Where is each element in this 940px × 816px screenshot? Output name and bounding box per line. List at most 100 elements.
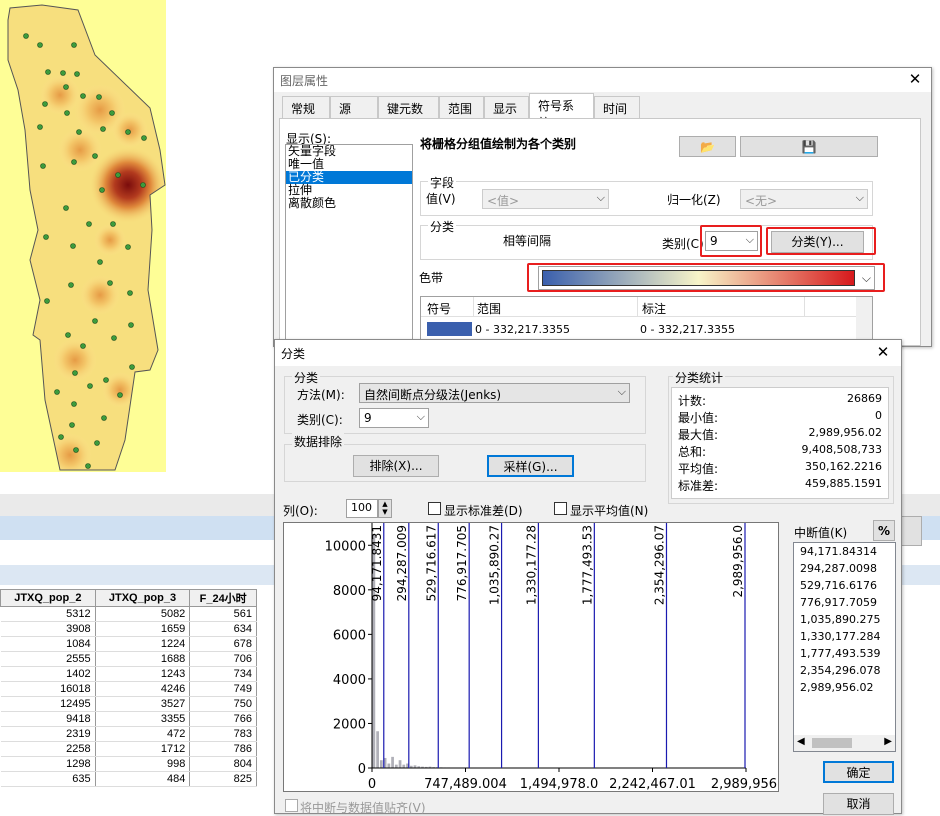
normalize-combo-text: <无> (745, 194, 777, 208)
break-value[interactable]: 1,330,177.284 (794, 628, 895, 645)
table-cell: 783 (190, 727, 257, 742)
renderer-heading: 将栅格分组值绘制为各个类别 (420, 135, 576, 152)
table-cell: 484 (95, 772, 190, 787)
table-cell: 1402 (1, 667, 96, 682)
col-label: 标注 (642, 300, 666, 317)
y-tick-label: 6000 (333, 628, 366, 643)
columns-spinner[interactable]: ▲▼ (378, 499, 392, 518)
close-icon[interactable]: ✕ (873, 343, 893, 361)
class-symbol-swatch[interactable] (427, 322, 472, 336)
tab-2[interactable]: 键元数据 (378, 96, 439, 118)
open-layer-button[interactable]: 📂 (679, 136, 736, 157)
stat-row: 计数:26869 (678, 392, 882, 408)
columns-label: 列(O): (283, 502, 318, 519)
classify-group-label: 分类 (428, 218, 456, 235)
histogram-bar (395, 765, 398, 768)
table-header-cell[interactable]: JTXQ_pop_2 (1, 590, 96, 607)
layer-properties-dialog: 图层属性 ✕ 常规源键元数据范围显示符号系统时间 显示(S): 矢量字段唯一值已… (273, 67, 932, 347)
table-cell: 2258 (1, 742, 96, 757)
dialog-title: 图层属性 (280, 72, 328, 89)
close-icon[interactable]: ✕ (905, 70, 925, 88)
scroll-thumb[interactable] (812, 738, 852, 748)
method-combo[interactable]: 自然间断点分级法(Jenks)⌵ (359, 383, 630, 403)
stat-row: 平均值:350,162.2216 (678, 460, 882, 476)
map-canvas (0, 0, 166, 472)
breaks-hscrollbar[interactable]: ◀ ▶ (794, 735, 895, 751)
table-cell: 2555 (1, 652, 96, 667)
layer-dialog-button-edge[interactable] (900, 516, 922, 546)
show-mean-label: 显示平均值(N) (570, 502, 648, 519)
classes-combo[interactable]: 9⌵ (359, 408, 429, 428)
table-cell: 750 (190, 697, 257, 712)
snap-checkbox[interactable] (285, 799, 298, 812)
x-tick-label: 2,989,956. (711, 777, 778, 791)
classification-group-label: 分类 (292, 369, 320, 386)
tab-5[interactable]: 符号系统 (529, 93, 594, 119)
col-range: 范围 (477, 300, 501, 317)
exclusion-button[interactable]: 排除(X)... (353, 455, 439, 477)
classes-label: 类别(C) (662, 235, 704, 252)
method-text: 相等间隔 (503, 232, 551, 249)
tab-6[interactable]: 时间 (594, 96, 640, 118)
chevron-down-icon: ⌵ (856, 191, 864, 205)
ok-button[interactable]: 确定 (823, 761, 894, 783)
stat-label: 计数: (678, 392, 706, 409)
sampling-button[interactable]: 采样(G)... (487, 455, 574, 477)
renderer-item[interactable]: 离散颜色 (286, 197, 412, 210)
snap-label: 将中断与数据值贴齐(V) (300, 799, 426, 816)
stat-label: 总和: (678, 443, 706, 460)
break-value[interactable]: 94,171.84314 (794, 543, 895, 560)
normalize-combo[interactable]: <无> ⌵ (740, 189, 868, 209)
classes-label: 类别(C): (297, 411, 343, 428)
show-std-checkbox[interactable] (428, 502, 441, 515)
map-view[interactable] (0, 0, 166, 472)
histogram-bar (380, 760, 383, 768)
tab-0[interactable]: 常规 (282, 96, 330, 118)
break-value[interactable]: 776,917.7059 (794, 594, 895, 611)
table-cell: 3355 (95, 712, 190, 727)
value-combo[interactable]: <值>⌵ (482, 189, 609, 209)
class-grid-header: 符号 范围 标注 (421, 297, 857, 317)
break-value[interactable]: 2,354,296.078 (794, 662, 895, 679)
break-value[interactable]: 294,287.0098 (794, 560, 895, 577)
stat-row: 总和:9,408,508,733 (678, 443, 882, 459)
table-cell: 5082 (95, 607, 190, 622)
highlight-color-ramp (527, 263, 885, 292)
break-value[interactable]: 529,716.6176 (794, 577, 895, 594)
cancel-button[interactable]: 取消 (823, 793, 894, 815)
break-value[interactable]: 2,989,956.02 (794, 679, 895, 696)
percent-button[interactable]: % (873, 520, 895, 541)
show-mean-checkbox[interactable] (554, 502, 567, 515)
break-value[interactable]: 1,035,890.275 (794, 611, 895, 628)
tab-3[interactable]: 范围 (439, 96, 484, 118)
table-header-cell[interactable]: JTXQ_pop_3 (95, 590, 190, 607)
tab-1[interactable]: 源 (330, 96, 378, 118)
stat-row: 最大值:2,989,956.02 (678, 426, 882, 442)
columns-input[interactable]: 100 (346, 499, 378, 518)
table-header-cell[interactable]: F_24小时 (190, 590, 257, 607)
break-value[interactable]: 1,777,493.539 (794, 645, 895, 662)
field-group-label: 字段 (428, 174, 456, 191)
histogram-bar (376, 731, 379, 768)
class-range: 0 - 332,217.3355 (475, 323, 570, 336)
save-layer-button[interactable]: 💾 (740, 136, 878, 157)
tab-4[interactable]: 显示 (484, 96, 529, 118)
renderer-list[interactable]: 矢量字段唯一值已分类拉伸离散颜色 (285, 144, 413, 354)
histogram-bar (391, 757, 394, 768)
